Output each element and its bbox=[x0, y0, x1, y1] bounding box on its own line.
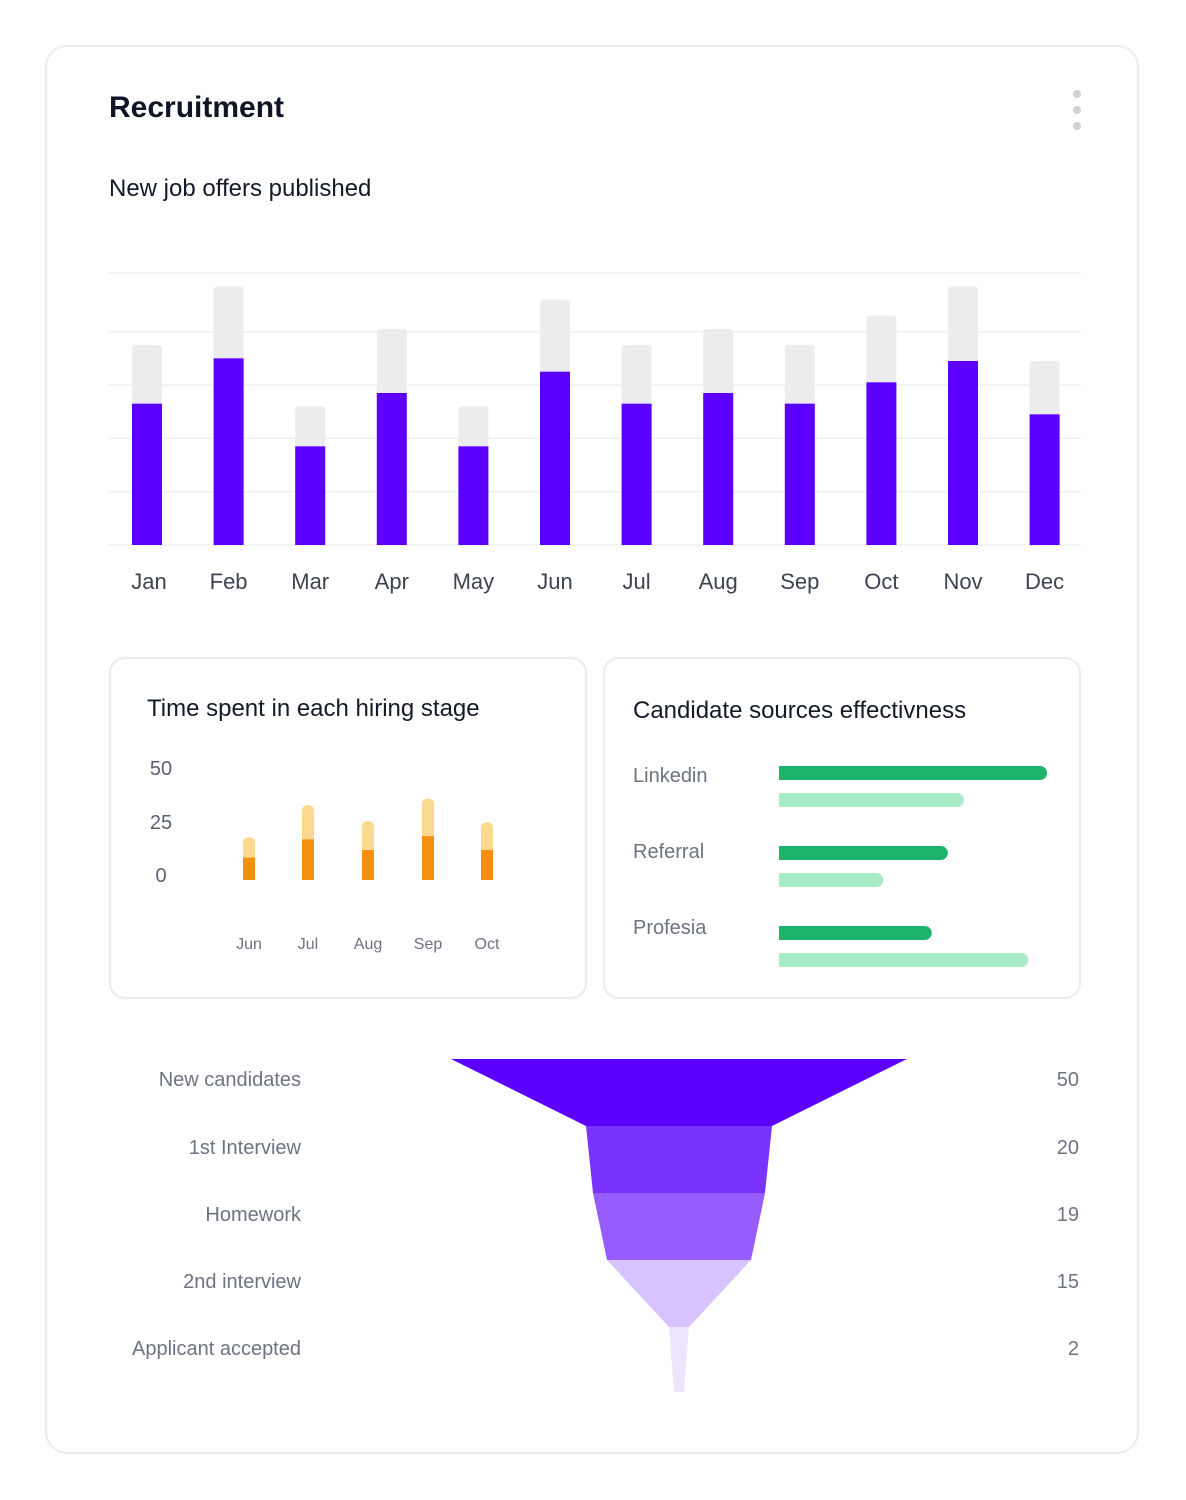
funnel-stage-label: New candidates bbox=[159, 1069, 301, 1091]
x-tick-label: Mar bbox=[291, 569, 329, 594]
x-tick-label: Sep bbox=[414, 936, 443, 953]
x-tick-label: Jul bbox=[623, 569, 651, 594]
source-label: Linkedin bbox=[633, 765, 708, 787]
y-tick-label: 25 bbox=[150, 812, 172, 834]
source-bar-primary bbox=[779, 926, 932, 940]
funnel-stage-value: 20 bbox=[1057, 1137, 1079, 1159]
source-bar-secondary bbox=[779, 793, 964, 807]
stage-bar-lower bbox=[481, 850, 493, 880]
bar bbox=[1029, 414, 1060, 545]
funnel-stage-value: 15 bbox=[1057, 1271, 1079, 1293]
funnel-stage-label: Applicant accepted bbox=[132, 1338, 301, 1360]
source-bar-primary bbox=[779, 846, 948, 860]
recruitment-card: Recruitment New job offers published Jan… bbox=[45, 45, 1139, 1454]
bar bbox=[866, 382, 897, 545]
x-tick-label: Dec bbox=[1025, 569, 1064, 594]
stage-bar-upper bbox=[302, 805, 314, 840]
x-tick-label: Apr bbox=[375, 569, 409, 594]
candidate-sources-panel: Candidate sources effectivness Linkedin R… bbox=[603, 657, 1081, 999]
stage-bar-upper bbox=[243, 837, 255, 858]
stage-bar-upper bbox=[481, 822, 493, 851]
source-bar-secondary bbox=[779, 873, 884, 887]
x-tick-label: Jun bbox=[236, 936, 262, 953]
funnel-stage-label: Homework bbox=[205, 1204, 302, 1226]
source-bar-secondary bbox=[779, 953, 1029, 967]
funnel-stage-value: 50 bbox=[1057, 1069, 1079, 1091]
stage-bar-upper bbox=[362, 821, 374, 851]
x-tick-label: Oct bbox=[864, 569, 898, 594]
source-label: Profesia bbox=[633, 917, 707, 939]
kebab-menu-icon[interactable] bbox=[1067, 90, 1087, 134]
funnel-segment bbox=[607, 1260, 751, 1327]
y-tick-label: 50 bbox=[150, 758, 172, 780]
bar bbox=[132, 403, 162, 545]
stage-bar-lower bbox=[422, 836, 434, 880]
card-title: Recruitment bbox=[109, 91, 285, 124]
stage-bar-lower bbox=[362, 850, 374, 880]
x-tick-label: Jan bbox=[131, 569, 166, 594]
x-tick-label: May bbox=[453, 569, 495, 594]
y-tick-label: 0 bbox=[155, 865, 166, 887]
bar bbox=[784, 403, 815, 545]
x-tick-label: Aug bbox=[354, 936, 382, 953]
candidate-sources-chart: Linkedin Referral Profesia bbox=[633, 765, 1047, 967]
job-offers-chart: Jan Feb Mar Apr May Jun Jul Aug Sep Oct Nov Dec bbox=[109, 272, 1081, 594]
x-tick-label: Jun bbox=[537, 569, 572, 594]
funnel-segment bbox=[586, 1126, 772, 1193]
x-tick-label: Aug bbox=[699, 569, 738, 594]
bar bbox=[376, 393, 407, 545]
stage-bar-lower bbox=[243, 857, 255, 880]
funnel-stage-value: 19 bbox=[1057, 1204, 1079, 1226]
funnel-stage-value: 2 bbox=[1068, 1338, 1079, 1360]
candidate-sources-title: Candidate sources effectivness bbox=[633, 697, 967, 724]
recruitment-funnel: New candidates 50 1st Interview 20 Homework 1… bbox=[132, 1059, 1079, 1392]
source-label: Referral bbox=[633, 841, 704, 863]
x-tick-label: Feb bbox=[210, 569, 248, 594]
x-tick-label: Sep bbox=[780, 569, 819, 594]
stage-bar-upper bbox=[422, 798, 434, 837]
bar bbox=[540, 371, 570, 545]
bar bbox=[295, 446, 326, 545]
funnel-segment bbox=[451, 1059, 907, 1126]
bar bbox=[948, 361, 978, 545]
funnel-segment bbox=[593, 1193, 765, 1260]
stage-bar-lower bbox=[302, 839, 314, 880]
bar bbox=[213, 358, 244, 545]
x-tick-label: Nov bbox=[943, 569, 982, 594]
funnel-stage-label: 2nd interview bbox=[183, 1271, 301, 1293]
hiring-stage-title: Time spent in each hiring stage bbox=[147, 695, 480, 722]
funnel-stage-label: 1st Interview bbox=[189, 1137, 302, 1159]
x-tick-label: Jul bbox=[298, 936, 318, 953]
hiring-stage-panel: Time spent in each hiring stage 50 25 0 Jun… bbox=[109, 657, 587, 999]
job-offers-title: New job offers published bbox=[109, 175, 372, 202]
bar bbox=[703, 393, 734, 545]
hiring-stage-chart: 50 25 0 Jun Jul Aug Sep Oct bbox=[150, 758, 500, 953]
bar bbox=[458, 446, 489, 545]
funnel-segment bbox=[669, 1327, 689, 1392]
bar bbox=[621, 403, 652, 545]
source-bar-primary bbox=[779, 766, 1047, 780]
x-tick-label: Oct bbox=[475, 936, 500, 953]
